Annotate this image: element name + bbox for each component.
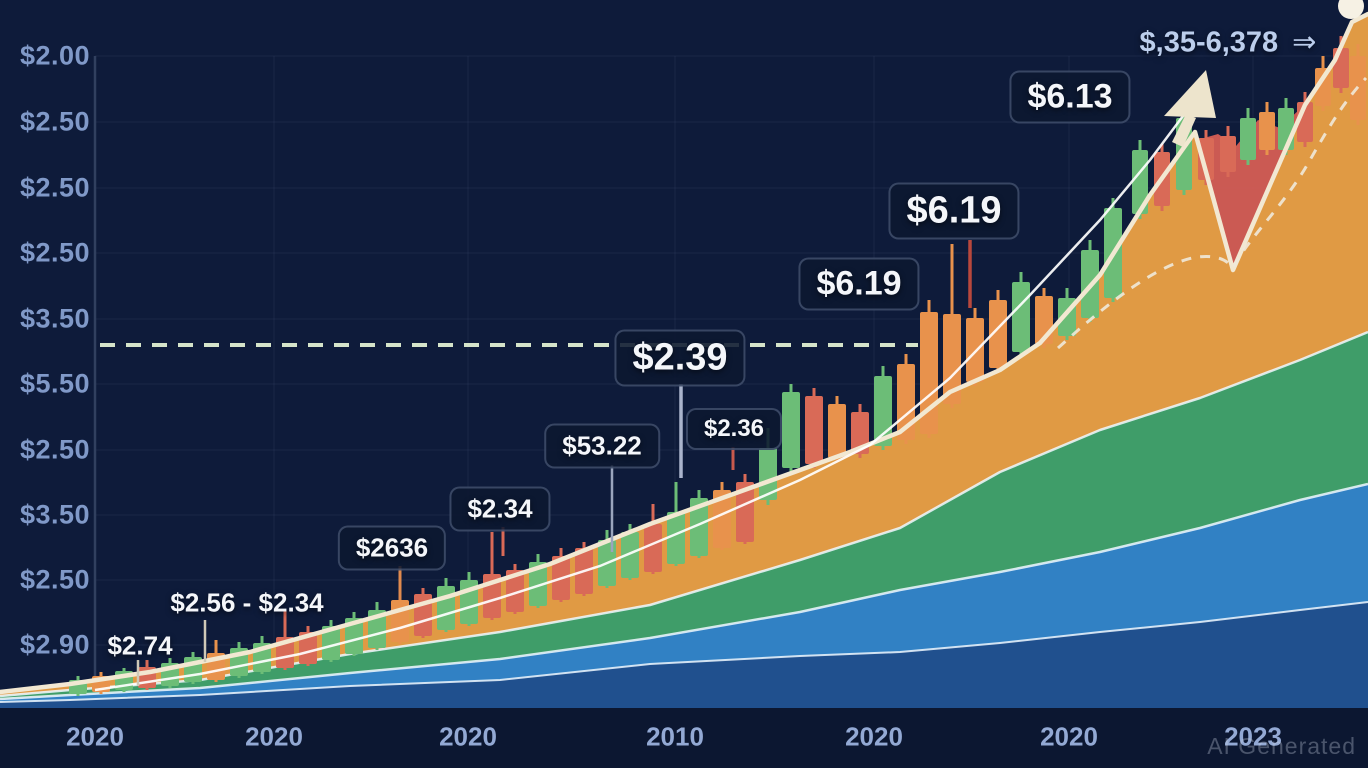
candlestick [1240,118,1256,160]
price-annotation: $2.36 [685,408,783,450]
price-annotation-text: $2636 [355,532,429,563]
arrow-right-icon: ⇒ [1292,26,1317,59]
y-axis-tick-label: $2.50 [20,172,91,203]
price-annotation: $,35-6,378 ⇒ [1140,25,1317,60]
area-edge-blue [0,482,1368,701]
x-axis-strip [0,708,1368,768]
candlestick [782,392,800,468]
area-band-darkblue [0,602,1368,708]
x-axis-tick-label: 2020 [845,721,903,752]
candlestick [345,618,363,654]
candlestick [529,562,547,606]
y-axis-tick-label: $2.00 [20,40,91,71]
x-axis-tick-label: 2020 [439,721,497,752]
x-axis-tick-label: 2010 [646,721,704,752]
area-edge-darkblue [0,601,1368,703]
candlestick [621,532,639,578]
y-axis-tick-label: $2.50 [20,237,91,268]
candlestick [644,524,662,572]
price-annotation-text: $2.36 [703,415,765,442]
candlestick [1315,68,1331,106]
price-annotation: $2.39 [614,329,746,387]
candlestick [828,404,846,458]
price-annotation-text: $6.19 [906,189,1002,232]
y-axis-tick-label: $2.50 [20,564,91,595]
price-annotation-text: $6.19 [816,264,902,303]
ai-generated-watermark: AI Generated [1207,733,1356,759]
candlestick [713,490,731,548]
dashed-forecast-curve [1056,76,1368,350]
price-annotation-text: $2.74 [107,630,173,661]
y-axis-tick-label: $2.50 [20,106,91,137]
y-axis-tick-label: $3.50 [20,303,91,334]
y-axis-tick-label: $2.90 [20,629,91,660]
y-axis-tick-label: $2.50 [20,434,91,465]
x-axis-tick-label: 2020 [245,721,303,752]
x-axis-tick-label: 2023 [1224,721,1282,752]
trend-line [94,99,1196,692]
up-arrow-icon [1164,70,1216,118]
endpoint-marker [1338,0,1364,19]
price-annotation: $2636 [337,525,447,571]
candlestick [851,412,869,454]
candlestick [1259,112,1275,150]
price-annotation: $53.22 [544,423,660,469]
price-annotation-text: $,35-6,378 [1139,26,1279,59]
y-axis-tick-label: $5.50 [20,368,91,399]
candlestick [1198,138,1214,180]
y-axis-tick-label: $3.50 [20,499,91,530]
candlestick [299,632,317,664]
price-annotation: $6.19 [798,257,920,311]
candlestick [759,448,777,500]
price-annotation-text: $2.34 [467,493,533,524]
price-annotation-text: $2.56 - $2.34 [170,587,324,618]
candlestick [437,586,455,630]
x-axis-tick-label: 2020 [1040,721,1098,752]
main-price-line [0,11,1368,695]
price-annotation: $2.56 - $2.34 [170,588,323,619]
candlestick [667,512,685,564]
price-annotation: $6.13 [1009,70,1131,124]
price-annotation: $2.74 [107,631,172,662]
candlestick [966,318,984,382]
up-arrow-tail [1172,114,1196,147]
candlestick [989,300,1007,368]
price-annotation: $6.19 [888,182,1020,240]
candlestick [1220,136,1236,172]
candlestick [506,570,524,612]
price-annotation-text: $2.39 [632,336,728,379]
candlestick [322,626,340,660]
price-annotation-text: $6.13 [1027,77,1113,116]
candlestick [690,498,708,556]
x-axis-tick-label: 2020 [66,721,124,752]
candlestick [736,482,754,542]
candlestick [874,376,892,446]
candlestick [805,396,823,464]
candlestick [1012,282,1030,352]
price-annotation: $2.34 [449,486,551,532]
price-annotation-text: $53.22 [562,430,642,461]
